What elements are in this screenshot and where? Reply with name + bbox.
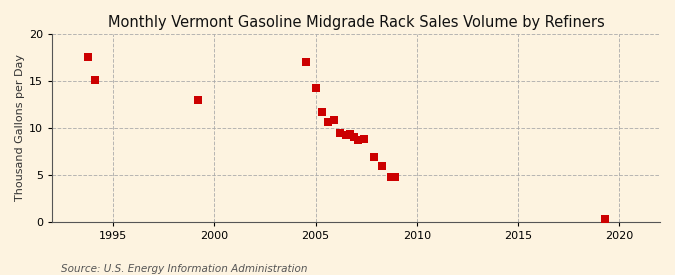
Point xyxy=(600,217,611,221)
Point xyxy=(345,132,356,137)
Point xyxy=(389,174,400,179)
Text: Source: U.S. Energy Information Administration: Source: U.S. Energy Information Administ… xyxy=(61,264,307,274)
Point xyxy=(193,97,204,102)
Y-axis label: Thousand Gallons per Day: Thousand Gallons per Day xyxy=(15,54,25,201)
Point xyxy=(353,138,364,142)
Point xyxy=(90,78,101,82)
Point xyxy=(335,130,346,135)
Point xyxy=(317,110,327,114)
Point xyxy=(300,60,311,64)
Point xyxy=(329,118,340,123)
Point xyxy=(377,164,388,169)
Point xyxy=(310,86,321,90)
Title: Monthly Vermont Gasoline Midgrade Rack Sales Volume by Refiners: Monthly Vermont Gasoline Midgrade Rack S… xyxy=(108,15,605,30)
Point xyxy=(359,137,370,141)
Point xyxy=(323,120,333,124)
Point xyxy=(385,174,396,179)
Point xyxy=(341,133,352,138)
Point xyxy=(369,155,380,159)
Point xyxy=(82,55,93,60)
Point xyxy=(349,135,360,139)
